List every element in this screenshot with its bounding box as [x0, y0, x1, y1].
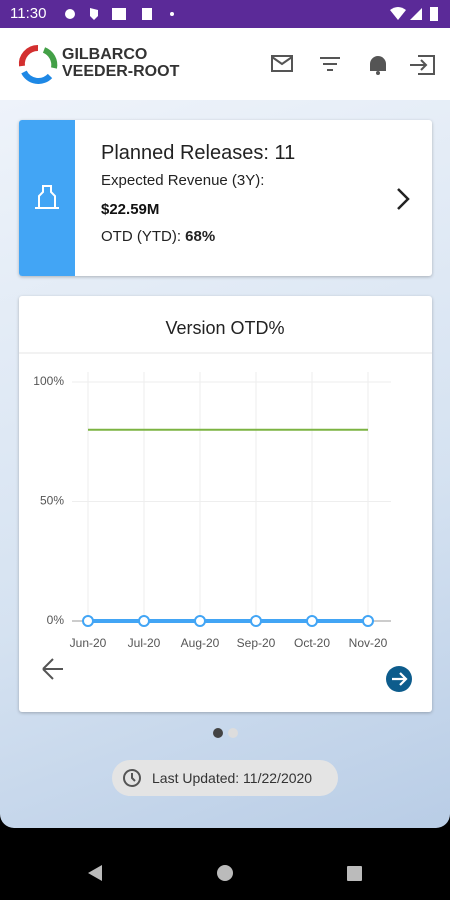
- logo-line: GILBARCO: [62, 46, 148, 63]
- y-tick-label: 50%: [40, 494, 64, 508]
- nav-bar: [88, 865, 362, 881]
- point: [82, 615, 94, 627]
- logout-icon[interactable]: [410, 55, 435, 75]
- y-tick-label: 0%: [47, 613, 65, 627]
- otd-row: OTD (YTD): 68%: [101, 228, 215, 245]
- point: [194, 615, 206, 627]
- card-title: Planned Releases: 11: [101, 142, 296, 164]
- x-tick-label: Jul-20: [128, 636, 161, 650]
- point: [362, 615, 374, 627]
- nav-home[interactable]: [217, 865, 233, 881]
- prev-button[interactable]: [42, 658, 63, 680]
- chart: Version OTD% 0% 50% 100% Jun-20 Jul-20 Aug-20…: [19, 318, 432, 692]
- header-actions: [271, 55, 435, 75]
- nav-back[interactable]: [88, 865, 102, 881]
- status-bar: 11:30: [0, 0, 450, 28]
- release-icon: [35, 185, 59, 209]
- status-icons: [65, 8, 174, 20]
- status-right-icons: [390, 7, 438, 21]
- x-tick-label: Oct-20: [294, 636, 330, 650]
- x-tick-label: Nov-20: [349, 636, 388, 650]
- logo-text: GILBARCO VEEDER-ROOT: [62, 46, 179, 80]
- x-tick-label: Sep-20: [237, 636, 276, 650]
- next-button[interactable]: [386, 666, 412, 692]
- last-updated: Last Updated: 11/22/2020: [152, 770, 313, 786]
- summary-card[interactable]: Planned Releases: 11 Expected Revenue (3…: [19, 120, 432, 276]
- y-tick-label: 100%: [33, 374, 64, 388]
- revenue-label: Expected Revenue (3Y):: [101, 172, 265, 189]
- point: [306, 615, 318, 627]
- x-tick-label: Aug-20: [181, 636, 220, 650]
- logo-mark: [18, 44, 58, 84]
- point: [138, 615, 150, 627]
- last-updated-pill: Last Updated: 11/22/2020: [112, 760, 338, 796]
- chart-card: Version OTD% 0% 50% 100% Jun-20 Jul-20 Aug-20…: [19, 296, 432, 712]
- x-tick-label: Jun-20: [70, 636, 107, 650]
- app-header: GILBARCO VEEDER-ROOT: [0, 28, 450, 100]
- otd-value: 68%: [185, 228, 216, 245]
- card-strip: [19, 120, 75, 276]
- bell-icon[interactable]: [370, 56, 386, 75]
- revenue-value: $22.59M: [101, 201, 160, 218]
- mail-icon[interactable]: [271, 55, 293, 72]
- status-time: 11:30: [10, 5, 47, 22]
- chart-title: Version OTD%: [165, 318, 284, 338]
- history-icon: [123, 769, 141, 787]
- filter-icon[interactable]: [320, 57, 340, 71]
- page-dots: [213, 728, 238, 738]
- logo-line: VEEDER-ROOT: [62, 63, 180, 80]
- nav-recents[interactable]: [347, 866, 362, 881]
- point: [250, 615, 262, 627]
- chevron: [397, 188, 410, 210]
- otd-label: OTD (YTD):: [101, 228, 181, 245]
